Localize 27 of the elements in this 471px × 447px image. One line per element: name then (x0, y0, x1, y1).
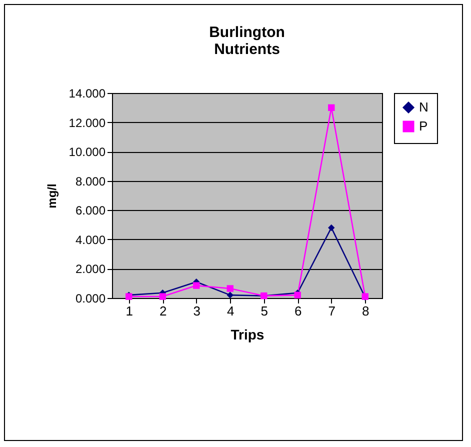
point (226, 292, 234, 298)
y-tick-label: 4.000 (75, 232, 106, 247)
chart-title: Burlington Nutrients (209, 24, 285, 58)
x-tick-label: 8 (362, 304, 370, 318)
legend-label: N (419, 100, 428, 114)
y-axis-title: mg/l (44, 184, 59, 208)
y-tick-label: 6.000 (75, 204, 106, 218)
point (159, 293, 166, 300)
point (328, 224, 335, 232)
x-tick-label: 5 (260, 304, 268, 318)
point (226, 285, 234, 292)
y-tick-label: 0.000 (75, 292, 106, 306)
y-tick-label: 2.000 (75, 262, 106, 276)
x-tick-label: 1 (126, 304, 133, 318)
y-tick-label: 12.000 (68, 116, 106, 130)
y-tick-label: 8.000 (75, 174, 106, 188)
point (193, 282, 200, 289)
x-tick-label: 2 (160, 304, 167, 318)
point (328, 104, 335, 111)
y-tick-label: 14.000 (68, 86, 106, 100)
x-axis-title: Trips (230, 326, 264, 342)
y-tick-label: 10.000 (68, 145, 106, 160)
x-tick-label: 6 (294, 304, 302, 318)
legend-label: P (419, 118, 428, 134)
x-tick-label: 4 (227, 304, 234, 318)
x-tick-label: 7 (328, 304, 336, 318)
x-tick-label: 3 (193, 304, 200, 318)
